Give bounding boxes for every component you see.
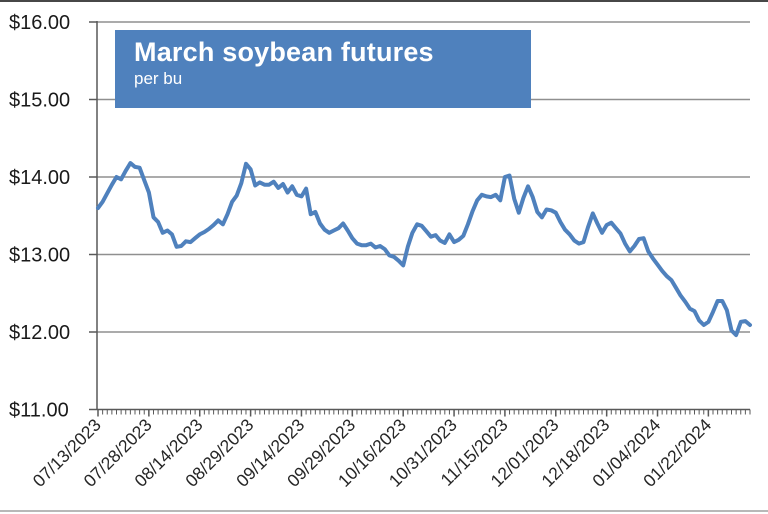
y-tick-label: $16.00: [9, 12, 70, 34]
y-tick-label: $15.00: [9, 90, 70, 112]
chart-subtitle: per bu: [134, 69, 183, 89]
y-tick-label: $11.00: [9, 400, 69, 422]
y-tick-label: $12.00: [9, 322, 70, 344]
chart-title-box: March soybean futures per bu: [115, 30, 531, 108]
y-tick-label: $13.00: [9, 245, 70, 267]
chart-title: March soybean futures: [134, 37, 434, 67]
y-tick-label: $14.00: [9, 167, 70, 189]
price-line-series: [96, 161, 752, 338]
